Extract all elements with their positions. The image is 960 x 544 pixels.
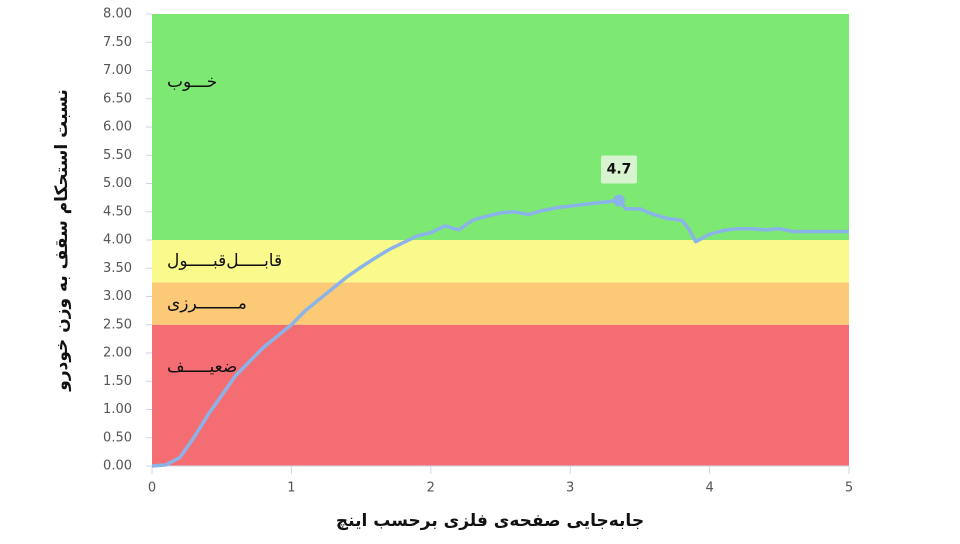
y-axis-title: نسبت استحکام سقف به وزن خودرو	[52, 89, 72, 391]
y-tick-label: 4.50	[103, 204, 132, 219]
peak-label: 4.7	[607, 161, 632, 177]
x-tick-label: 2	[427, 481, 435, 496]
peak-label-bg	[600, 155, 637, 184]
y-tick-label: 3.00	[103, 289, 132, 304]
band	[152, 240, 849, 283]
y-tick-label: 0.50	[103, 430, 132, 445]
x-tick-label: 0	[148, 481, 156, 496]
band-label: خـــوب	[167, 72, 217, 92]
x-tick-label: 4	[705, 481, 713, 496]
y-tick-label: 8.00	[103, 7, 132, 22]
x-tick-label: 3	[566, 481, 574, 496]
band	[152, 14, 849, 240]
y-tick-label: 0.00	[103, 459, 132, 474]
x-tick-label: 5	[845, 481, 853, 496]
y-tick-label: 6.50	[103, 91, 132, 106]
y-tick-label: 5.50	[103, 148, 132, 163]
band-label: قابـــــل‌قبـــــول	[167, 251, 282, 271]
y-tick-label: 1.00	[103, 402, 132, 417]
band-label: مــــــــرزی	[167, 294, 247, 314]
y-tick-label: 1.50	[103, 374, 132, 389]
y-tick-label: 2.00	[103, 346, 132, 361]
x-tick-label: 1	[287, 481, 295, 496]
y-tick-label: 3.50	[103, 261, 132, 276]
y-tick-label: 2.50	[103, 317, 132, 332]
band-label: ضعیـــــف	[167, 357, 237, 377]
y-tick-label: 4.00	[103, 233, 132, 248]
peak-marker	[612, 194, 625, 207]
y-tick-label: 7.50	[103, 35, 132, 50]
y-tick-label: 5.00	[103, 176, 132, 191]
y-tick-label: 7.00	[103, 63, 132, 78]
x-axis-title: جابه‌جایی صفحه‌ی فلزی برحسب اینچ	[336, 511, 644, 531]
data-line	[151, 198, 849, 468]
band	[152, 324, 849, 466]
band	[152, 282, 849, 325]
y-tick-label: 6.00	[103, 120, 132, 135]
